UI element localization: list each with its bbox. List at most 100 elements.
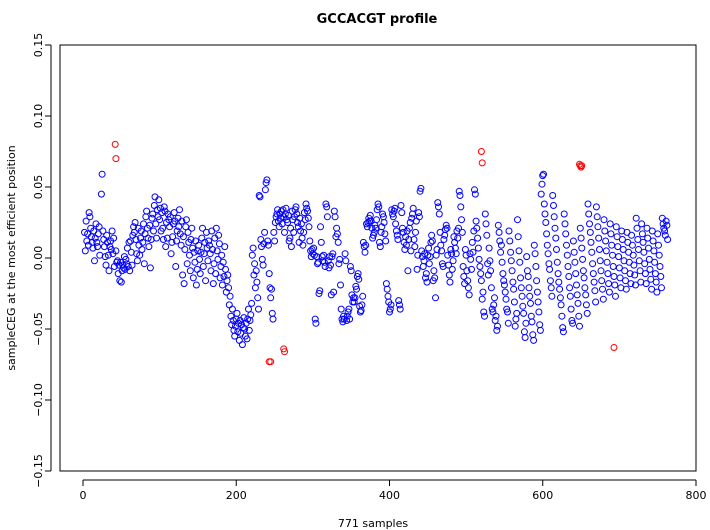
data-point (379, 210, 387, 218)
data-point (621, 267, 629, 275)
data-point (560, 210, 568, 218)
data-point (494, 221, 502, 229)
data-point (661, 227, 669, 235)
data-point (602, 247, 610, 255)
data-point (527, 299, 534, 307)
data-point (250, 271, 258, 279)
data-point (445, 271, 453, 279)
data-point (233, 309, 241, 317)
data-point (292, 203, 300, 211)
data-point (316, 287, 324, 295)
data-point (226, 292, 234, 300)
data-point (415, 213, 423, 221)
data-point (140, 260, 148, 268)
data-point (306, 237, 314, 245)
data-point (639, 238, 647, 246)
data-point (522, 319, 530, 327)
x-tick-label: 600 (532, 489, 553, 502)
data-point (476, 263, 484, 270)
data-point (412, 228, 419, 236)
data-point (652, 278, 660, 286)
data-point (651, 258, 659, 266)
data-point (449, 257, 457, 265)
data-point (456, 192, 464, 199)
data-point (554, 270, 562, 278)
data-point (308, 246, 316, 253)
data-point (181, 246, 189, 253)
data-point (457, 203, 465, 211)
data-point (392, 220, 400, 228)
data-point (605, 280, 613, 288)
data-point (188, 224, 196, 232)
data-point (196, 270, 204, 278)
data-point (622, 277, 629, 285)
data-point (238, 341, 246, 349)
data-point (487, 284, 495, 292)
data-point (173, 237, 180, 245)
data-point (411, 243, 419, 251)
data-point (422, 270, 430, 278)
data-point (304, 214, 312, 222)
data-point (591, 287, 599, 295)
data-point (499, 270, 507, 278)
data-point (583, 309, 591, 317)
data-point (648, 227, 656, 235)
data-point (215, 240, 223, 248)
data-point (337, 281, 344, 289)
data-point (586, 228, 594, 236)
data-point (202, 277, 210, 285)
data-point (153, 234, 160, 242)
data-point (204, 257, 212, 265)
data-point (430, 267, 438, 275)
data-point (605, 288, 613, 296)
data-point (361, 248, 369, 256)
data-point (248, 251, 256, 259)
data-point (485, 244, 493, 252)
data-point (95, 223, 103, 231)
data-point (612, 292, 619, 300)
x-tick-label: 200 (226, 489, 247, 502)
data-point (518, 292, 526, 300)
data-point (412, 217, 420, 225)
data-point (89, 244, 97, 252)
data-point (516, 258, 524, 266)
data-point (335, 260, 343, 268)
data-point (287, 224, 295, 232)
data-point (178, 217, 186, 225)
outlier-point (477, 148, 485, 155)
data-point (82, 217, 90, 225)
data-point (287, 243, 295, 251)
data-point (512, 315, 520, 323)
data-point (464, 284, 472, 292)
data-point (471, 190, 479, 198)
data-point (514, 233, 522, 241)
data-point (635, 246, 642, 253)
data-point (467, 255, 475, 263)
data-point (98, 170, 106, 178)
data-point (565, 273, 573, 280)
data-point (262, 179, 270, 187)
data-point (94, 243, 101, 251)
data-point (533, 288, 541, 296)
data-point (480, 308, 488, 316)
data-point (228, 321, 236, 329)
data-point (484, 271, 492, 279)
data-point (323, 213, 331, 221)
data-point (527, 312, 535, 320)
x-axis: 0 200 400 600 800 (79, 479, 707, 502)
data-point (530, 241, 538, 249)
data-point (543, 241, 551, 249)
data-point (629, 251, 637, 259)
data-point (159, 236, 167, 243)
data-point (254, 294, 262, 302)
data-point (576, 224, 584, 232)
data-point (507, 248, 515, 256)
data-point (428, 237, 436, 245)
x-tick-label: 400 (379, 489, 400, 502)
data-point (618, 236, 626, 243)
data-point (662, 217, 670, 225)
data-point (648, 285, 656, 293)
data-point (626, 270, 634, 278)
data-point (337, 305, 345, 313)
data-point (186, 267, 194, 275)
